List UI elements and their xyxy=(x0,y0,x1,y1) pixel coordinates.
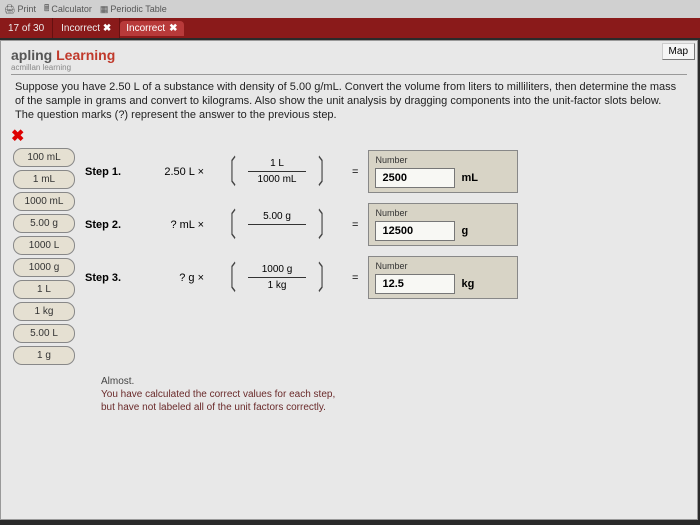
unit-tile[interactable]: 5.00 L xyxy=(13,324,75,343)
unit-tile[interactable]: 5.00 g xyxy=(13,214,75,233)
equals-sign: = xyxy=(348,166,362,178)
draggable-tile-list: 100 mL 1 mL 1000 mL 5.00 g 1000 L 1000 g 1 L 1 … xyxy=(13,148,75,365)
unit-tile[interactable]: 1 mL xyxy=(13,170,75,189)
print-button[interactable]: 🖨 Print xyxy=(4,4,36,15)
status-bar: 17 of 30 Incorrect ✖ Incorrect✖ xyxy=(0,18,700,38)
unit-factor-slot[interactable]: 1 L1000 mL xyxy=(248,156,306,187)
bracket-icon: 〔 xyxy=(220,164,236,180)
toolbar: 🖨 Print 🖩 Calculator ▦ Periodic Table xyxy=(0,0,700,18)
steps-column: Step 1.2.50 L ×〔1 L1000 mL〕=Number2500mL… xyxy=(85,148,685,365)
unit-tile[interactable]: 1 g xyxy=(13,346,75,365)
brand-header: apling Learning acmillan learning xyxy=(1,41,697,75)
feedback-body: You have calculated the correct values f… xyxy=(101,389,335,413)
result-value-input[interactable]: 2500 xyxy=(375,168,455,188)
result-unit: kg xyxy=(461,278,474,290)
incorrect-mark-icon: ✖ xyxy=(1,126,697,146)
step-start-value: ? g × xyxy=(146,272,206,284)
unit-factor-slot[interactable]: 1000 g1 kg xyxy=(248,262,306,293)
periodic-table-button[interactable]: ▦ Periodic Table xyxy=(100,4,167,15)
unit-tile[interactable]: 1000 L xyxy=(13,236,75,255)
unit-factor-slot[interactable]: 5.00 g xyxy=(248,209,306,240)
question-text: Suppose you have 2.50 L of a substance w… xyxy=(1,81,697,126)
unit-tile[interactable]: 1 L xyxy=(13,280,75,299)
content-panel: Map apling Learning acmillan learning Su… xyxy=(0,40,698,520)
bracket-icon: 〔 xyxy=(220,270,236,286)
step-row: Step 3.? g ×〔1000 g1 kg〕=Number12.5kg xyxy=(85,256,685,299)
step-label: Step 1. xyxy=(85,166,140,178)
bracket-icon: 〕 xyxy=(318,270,334,286)
result-box: Number12.5kg xyxy=(368,256,518,299)
equals-sign: = xyxy=(348,219,362,231)
work-area: 100 mL 1 mL 1000 mL 5.00 g 1000 L 1000 g 1 L 1 … xyxy=(1,146,697,369)
equals-sign: = xyxy=(348,272,362,284)
bracket-icon: 〔 xyxy=(220,217,236,233)
step-label: Step 3. xyxy=(85,272,140,284)
unit-tile[interactable]: 100 mL xyxy=(13,148,75,167)
map-button[interactable]: Map xyxy=(662,43,695,60)
result-value-input[interactable]: 12.5 xyxy=(375,274,455,294)
calculator-button[interactable]: 🖩 Calculator xyxy=(44,1,92,17)
result-unit: g xyxy=(461,225,468,237)
unit-tile[interactable]: 1 kg xyxy=(13,302,75,321)
bracket-icon: 〕 xyxy=(318,164,334,180)
step-row: Step 1.2.50 L ×〔1 L1000 mL〕=Number2500mL xyxy=(85,150,685,193)
step-row: Step 2.? mL ×〔5.00 g 〕=Number12500g xyxy=(85,203,685,246)
x-icon: ✖ xyxy=(169,23,177,34)
step-start-value: 2.50 L × xyxy=(146,166,206,178)
unit-tile[interactable]: 1000 g xyxy=(13,258,75,277)
x-icon: ✖ xyxy=(103,23,111,34)
unit-tile[interactable]: 1000 mL xyxy=(13,192,75,211)
result-box: Number2500mL xyxy=(368,150,518,193)
step-label: Step 2. xyxy=(85,219,140,231)
result-unit: mL xyxy=(461,172,478,184)
result-value-input[interactable]: 12500 xyxy=(375,221,455,241)
attempt-status-2[interactable]: Incorrect✖ xyxy=(120,21,183,36)
step-start-value: ? mL × xyxy=(146,219,206,231)
progress-counter: 17 of 30 xyxy=(0,18,53,38)
attempt-status-1: Incorrect ✖ xyxy=(53,18,120,38)
feedback-message: Almost. You have calculated the correct … xyxy=(1,369,697,414)
result-box: Number12500g xyxy=(368,203,518,246)
bracket-icon: 〕 xyxy=(318,217,334,233)
